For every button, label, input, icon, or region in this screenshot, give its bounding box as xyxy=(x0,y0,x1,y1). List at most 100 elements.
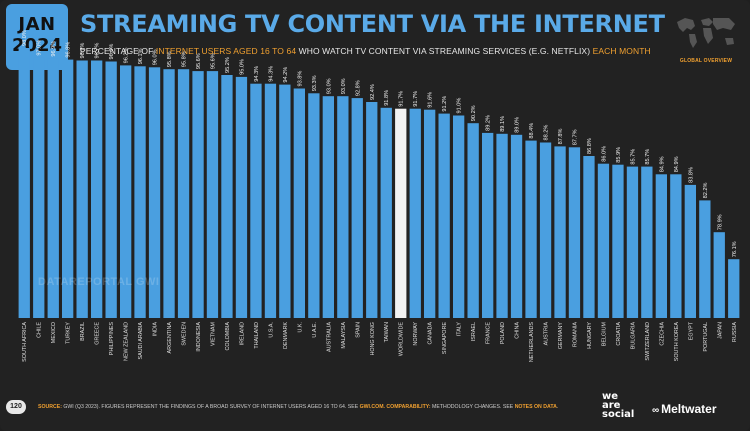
bar-france xyxy=(482,132,494,318)
bar-india xyxy=(148,67,161,318)
category-label: INDONESIA xyxy=(196,322,202,352)
category-label: DENMARK xyxy=(283,322,289,349)
category-label: ARGENTINA xyxy=(167,322,173,354)
category-label: SINGAPORE xyxy=(442,322,448,354)
value-label: 98.0% xyxy=(22,30,28,46)
value-label: 83.8% xyxy=(688,167,694,183)
value-label: 96.8% xyxy=(66,42,72,58)
bar-canada xyxy=(424,109,436,318)
bar-poland xyxy=(496,133,508,318)
category-label: RUSSIA xyxy=(732,322,738,342)
bar-taiwan xyxy=(380,107,392,318)
category-label: WORLDWIDE xyxy=(399,322,405,357)
bar-chile xyxy=(33,57,45,318)
category-label: ROMANIA xyxy=(573,322,579,348)
bar-austria xyxy=(539,142,552,318)
value-label: 90.2% xyxy=(471,105,477,121)
bar-saudi-arabia xyxy=(134,66,146,318)
value-label: 88.2% xyxy=(544,125,550,141)
bar-belgium xyxy=(597,163,610,318)
value-label: 95.0% xyxy=(239,59,245,75)
category-label: NORWAY xyxy=(413,322,419,346)
bar-switzerland xyxy=(641,166,653,318)
category-label: U.K. xyxy=(297,322,303,332)
category-label: SOUTH AFRICA xyxy=(22,322,28,362)
footer-source: SOURCE: GWI (Q3 2023). FIGURES REPRESENT… xyxy=(38,404,559,410)
category-label: MEXICO xyxy=(51,322,57,343)
category-label: NEW ZEALAND xyxy=(124,322,130,361)
category-label: AUSTRALIA xyxy=(326,322,332,352)
bar-hong-kong xyxy=(366,102,378,318)
bar-denmark xyxy=(279,84,291,318)
value-label: 89.1% xyxy=(500,116,506,132)
bar-norway xyxy=(409,108,421,318)
category-label: SWEDEN xyxy=(182,322,188,346)
bar-south-africa xyxy=(18,48,30,318)
value-label: 96.9% xyxy=(51,41,57,57)
value-label: 87.7% xyxy=(573,129,579,145)
value-label: 95.2% xyxy=(225,57,231,73)
value-label: 86.8% xyxy=(587,138,593,154)
category-label: SPAIN xyxy=(355,322,361,338)
bar-egypt xyxy=(684,184,696,318)
category-label: TAIWAN xyxy=(384,322,390,342)
category-label: BULGARIA xyxy=(630,322,636,350)
bar-italy xyxy=(453,115,465,318)
bar-philippines xyxy=(105,61,117,318)
value-label: 96.2% xyxy=(124,48,130,64)
bar-israel xyxy=(467,123,479,318)
bar-bulgaria xyxy=(626,166,639,318)
value-label: 91.0% xyxy=(457,98,463,114)
page-number: 120 xyxy=(6,400,26,414)
source-link[interactable]: GWI.COM xyxy=(359,404,384,410)
category-label: U.S.A. xyxy=(268,322,274,338)
category-label: INDIA xyxy=(153,322,159,337)
bar-new-zealand xyxy=(120,65,132,319)
value-label: 88.4% xyxy=(529,123,535,139)
category-label: COLOMBIA xyxy=(225,322,231,351)
value-label: 96.6% xyxy=(109,44,115,60)
bar-argentina xyxy=(163,69,175,318)
category-label: SOUTH KOREA xyxy=(674,322,680,362)
value-label: 94.3% xyxy=(254,66,260,82)
watermark: DATAREPORTAL GWI xyxy=(38,276,160,288)
we-are-social-logo: we are social xyxy=(602,391,635,420)
value-label: 91.2% xyxy=(442,96,448,112)
bar-hungary xyxy=(583,156,595,318)
value-label: 84.9% xyxy=(659,156,665,172)
category-label: EGYPT xyxy=(688,321,694,340)
value-label: 91.8% xyxy=(384,90,390,106)
category-label: ITALY xyxy=(457,322,463,337)
category-label: ISRAEL xyxy=(471,322,477,341)
value-label: 96.7% xyxy=(80,43,86,59)
category-label: CROATIA xyxy=(616,322,622,346)
bar-portugal xyxy=(699,200,711,318)
bar-u-a-e- xyxy=(308,93,320,318)
value-label: 93.8% xyxy=(297,71,303,87)
bar-czechia xyxy=(655,174,667,318)
category-label: CANADA xyxy=(428,322,434,345)
value-label: 95.8% xyxy=(182,51,188,67)
meltwater-icon: ∞ xyxy=(652,405,660,416)
bar-greece xyxy=(91,60,103,318)
category-label: POLAND xyxy=(500,322,506,344)
value-label: 86.0% xyxy=(601,146,607,162)
category-label: VIETNAM xyxy=(211,321,217,345)
value-label: 85.9% xyxy=(616,147,622,163)
badge-month: JAN xyxy=(18,14,56,35)
notes-link[interactable]: NOTES ON DATA xyxy=(514,404,557,410)
bar-ireland xyxy=(235,76,248,319)
category-label: TURKEY xyxy=(66,322,72,344)
world-map-icon xyxy=(677,18,735,48)
bar-u-s-a- xyxy=(264,83,277,318)
category-label: FRANCE xyxy=(486,322,492,345)
value-label: 85.7% xyxy=(630,149,636,165)
page-subtitle: PERCENTAGE OF INTERNET USERS AGED 16 TO … xyxy=(80,46,651,56)
value-label: 95.6% xyxy=(211,53,217,69)
bar-turkey xyxy=(62,59,74,318)
value-label: 91.7% xyxy=(399,91,405,107)
category-label: HONG KONG xyxy=(370,322,376,356)
bar-germany xyxy=(554,146,566,318)
value-label: 96.1% xyxy=(138,48,144,64)
